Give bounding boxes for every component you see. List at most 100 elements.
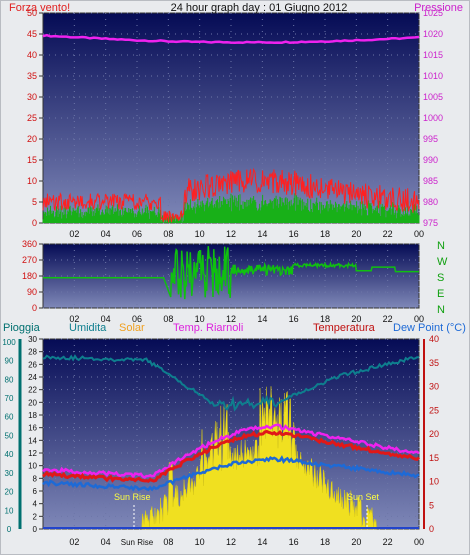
top-left-tick-label-9: 45 bbox=[27, 29, 37, 39]
bottom-x-tick-label-3: 08 bbox=[163, 537, 173, 547]
top-right-tick-label-3: 990 bbox=[423, 155, 438, 165]
top-left-tick-label-2: 10 bbox=[27, 176, 37, 186]
top-right-tick-label-9: 1020 bbox=[423, 29, 443, 39]
compass-n-top: N bbox=[437, 240, 445, 252]
compass-labels: N W S E N bbox=[437, 240, 448, 316]
top-right-tick-label-4: 995 bbox=[423, 134, 438, 144]
humidity-tick-label-8: 16 bbox=[28, 424, 37, 433]
rain-tick-label-2: 20 bbox=[5, 488, 14, 497]
top-x-tick-label-4: 10 bbox=[195, 229, 205, 239]
top-x-tick-label-11: 00 bbox=[414, 229, 424, 239]
rain-tick-label-10: 100 bbox=[2, 338, 16, 347]
top-x-tick-label-6: 14 bbox=[257, 229, 267, 239]
humidity-tick-label-12: 24 bbox=[28, 373, 37, 382]
wind-speed-series bbox=[42, 167, 420, 223]
compass-n-bottom: N bbox=[437, 304, 445, 316]
dir-tick-label-1: 90 bbox=[27, 287, 37, 297]
top-x-tick-label-0: 02 bbox=[69, 229, 79, 239]
dir-x-tick-label-10: 22 bbox=[383, 314, 393, 324]
dir-x-tick-label-7: 16 bbox=[289, 314, 299, 324]
humidity-tick-label-10: 20 bbox=[28, 398, 37, 407]
top-right-tick-label-0: 975 bbox=[423, 218, 438, 228]
compass-s: S bbox=[437, 272, 444, 284]
dir-x-tick-label-8: 18 bbox=[320, 314, 330, 324]
dir-tick-label-4: 360 bbox=[22, 239, 37, 249]
apparent-temp-legend: Temp. Riarnoli bbox=[173, 322, 243, 334]
bottom-x-tick-label-5: 12 bbox=[226, 537, 236, 547]
humidity-tick-label-4: 8 bbox=[33, 474, 38, 483]
humidity-tick-label-9: 18 bbox=[28, 411, 37, 420]
temp-tick-label-3: 15 bbox=[429, 453, 439, 463]
rain-tick-label-3: 30 bbox=[5, 469, 14, 478]
top-right-tick-label-2: 985 bbox=[423, 176, 438, 186]
rain-tick-label-6: 60 bbox=[5, 413, 14, 422]
humidity-tick-label-5: 10 bbox=[28, 462, 37, 471]
top-right-tick-label-8: 1015 bbox=[423, 50, 443, 60]
bottom-x-tick-label-10: 22 bbox=[383, 537, 393, 547]
dir-x-tick-label-5: 12 bbox=[226, 314, 236, 324]
top-x-tick-label-8: 18 bbox=[320, 229, 330, 239]
rain-tick-label-7: 70 bbox=[5, 394, 14, 403]
dir-x-tick-label-11: 00 bbox=[414, 314, 424, 324]
apparent-temp-series bbox=[42, 423, 420, 480]
top-right-tick-label-6: 1005 bbox=[423, 92, 443, 102]
top-left-tick-label-7: 35 bbox=[27, 71, 37, 81]
bottom-x-tick-label-7: 16 bbox=[289, 537, 299, 547]
bottom-x-tick-label-4: 10 bbox=[195, 537, 205, 547]
rain-tick-label-5: 50 bbox=[5, 431, 14, 440]
top-right-tick-label-7: 1010 bbox=[423, 71, 443, 81]
top-left-tick-label-1: 5 bbox=[32, 197, 37, 207]
dewpoint-legend: Dew Point (°C) bbox=[393, 322, 466, 334]
top-left-tick-label-4: 20 bbox=[27, 134, 37, 144]
humidity-series bbox=[42, 354, 419, 412]
humidity-tick-label-2: 4 bbox=[33, 500, 38, 509]
top-right-tick-label-1: 980 bbox=[423, 197, 438, 207]
temp-tick-label-5: 25 bbox=[429, 405, 439, 415]
top-x-tick-label-3: 08 bbox=[163, 229, 173, 239]
rain-tick-label-4: 40 bbox=[5, 450, 14, 459]
rain-legend: Pioggia bbox=[3, 322, 41, 334]
dir-x-tick-label-1: 04 bbox=[101, 314, 111, 324]
top-x-tick-label-9: 20 bbox=[351, 229, 361, 239]
top-x-tick-label-10: 22 bbox=[383, 229, 393, 239]
dir-tick-label-0: 0 bbox=[32, 303, 37, 313]
temp-tick-label-4: 20 bbox=[429, 429, 439, 439]
bottom-x-tick-label-1: 04 bbox=[101, 537, 111, 547]
pressure-axis-title: Pressione bbox=[414, 2, 463, 14]
rain-tick-label-1: 10 bbox=[5, 506, 14, 515]
wind-direction-panel bbox=[42, 243, 420, 309]
bottom-x-tick-label-8: 18 bbox=[320, 537, 330, 547]
bottom-x-tick-label-2: Sun Rise bbox=[121, 538, 154, 547]
temp-tick-label-6: 30 bbox=[429, 382, 439, 392]
temp-tick-label-8: 40 bbox=[429, 334, 439, 344]
dewpoint-series bbox=[42, 455, 420, 492]
top-x-tick-label-2: 06 bbox=[132, 229, 142, 239]
pressure-series bbox=[42, 33, 420, 45]
top-left-tick-label-0: 0 bbox=[32, 218, 37, 228]
top-right-tick-label-5: 1000 bbox=[423, 113, 443, 123]
top-left-tick-label-10: 50 bbox=[27, 8, 37, 18]
rain-tick-label-8: 80 bbox=[5, 375, 14, 384]
humidity-tick-label-3: 6 bbox=[33, 487, 38, 496]
dir-tick-label-2: 180 bbox=[22, 271, 37, 281]
top-x-tick-label-1: 04 bbox=[101, 229, 111, 239]
wind-direction-series bbox=[43, 246, 419, 300]
solar-legend: Solar bbox=[119, 322, 145, 334]
top-x-tick-label-5: 12 bbox=[226, 229, 236, 239]
dir-tick-label-3: 270 bbox=[22, 255, 37, 265]
compass-e: E bbox=[437, 288, 444, 300]
humidity-tick-label-14: 28 bbox=[28, 348, 37, 357]
top-left-tick-label-3: 15 bbox=[27, 155, 37, 165]
chart-title: 24 hour graph day : 01 Giugno 2012 bbox=[171, 2, 348, 14]
sunset-label: Sun Set bbox=[347, 492, 380, 502]
humidity-tick-label-15: 30 bbox=[28, 335, 37, 344]
bottom-x-tick-label-11: 00 bbox=[414, 537, 424, 547]
rain-tick-label-9: 90 bbox=[5, 357, 14, 366]
bottom-x-tick-label-6: 14 bbox=[257, 537, 267, 547]
top-right-tick-label-10: 1025 bbox=[423, 8, 443, 18]
wind-speed-axis-title: Forza vento! bbox=[9, 2, 70, 14]
temperature-legend: Temperatura bbox=[313, 322, 376, 334]
top-left-tick-label-6: 30 bbox=[27, 92, 37, 102]
dir-x-tick-label-9: 20 bbox=[351, 314, 361, 324]
humidity-tick-label-11: 22 bbox=[28, 386, 37, 395]
